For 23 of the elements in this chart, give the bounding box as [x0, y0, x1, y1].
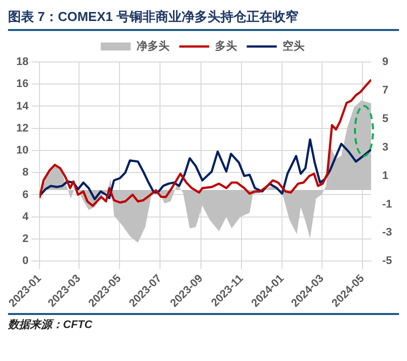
y2-tick-label: -3 — [382, 226, 392, 239]
legend-label: 多头 — [214, 40, 237, 53]
y2-tick-label: 3 — [382, 141, 388, 154]
y2-tick-label: 1 — [382, 170, 388, 182]
legend-label: 净多头 — [136, 40, 170, 53]
legend-label: 空头 — [282, 40, 304, 53]
y2-tick-label: -5 — [382, 255, 392, 268]
y-tick-label: 18 — [16, 56, 29, 68]
y2-tick-label: 9 — [382, 56, 388, 68]
y2-tick-label: 5 — [382, 112, 388, 125]
chart-title: 图表 7：COMEX1 号铜非商业净多头持仓正在收窄 — [8, 8, 399, 31]
y2-tick-label: 7 — [382, 84, 388, 96]
y-tick-label: 4 — [22, 210, 30, 223]
y-tick-label: 16 — [16, 78, 29, 90]
y-tick-label: 0 — [22, 255, 29, 268]
y-tick-label: 8 — [22, 166, 29, 179]
y-tick-label: 12 — [16, 122, 29, 134]
y-tick-label: 10 — [16, 144, 29, 157]
y-tick-label: 14 — [16, 100, 30, 112]
y-tick-label: 6 — [22, 188, 29, 201]
y-tick-label: 2 — [22, 233, 29, 246]
source-note: 数据来源：CFTC — [8, 319, 92, 331]
y2-tick-label: -1 — [382, 198, 392, 210]
